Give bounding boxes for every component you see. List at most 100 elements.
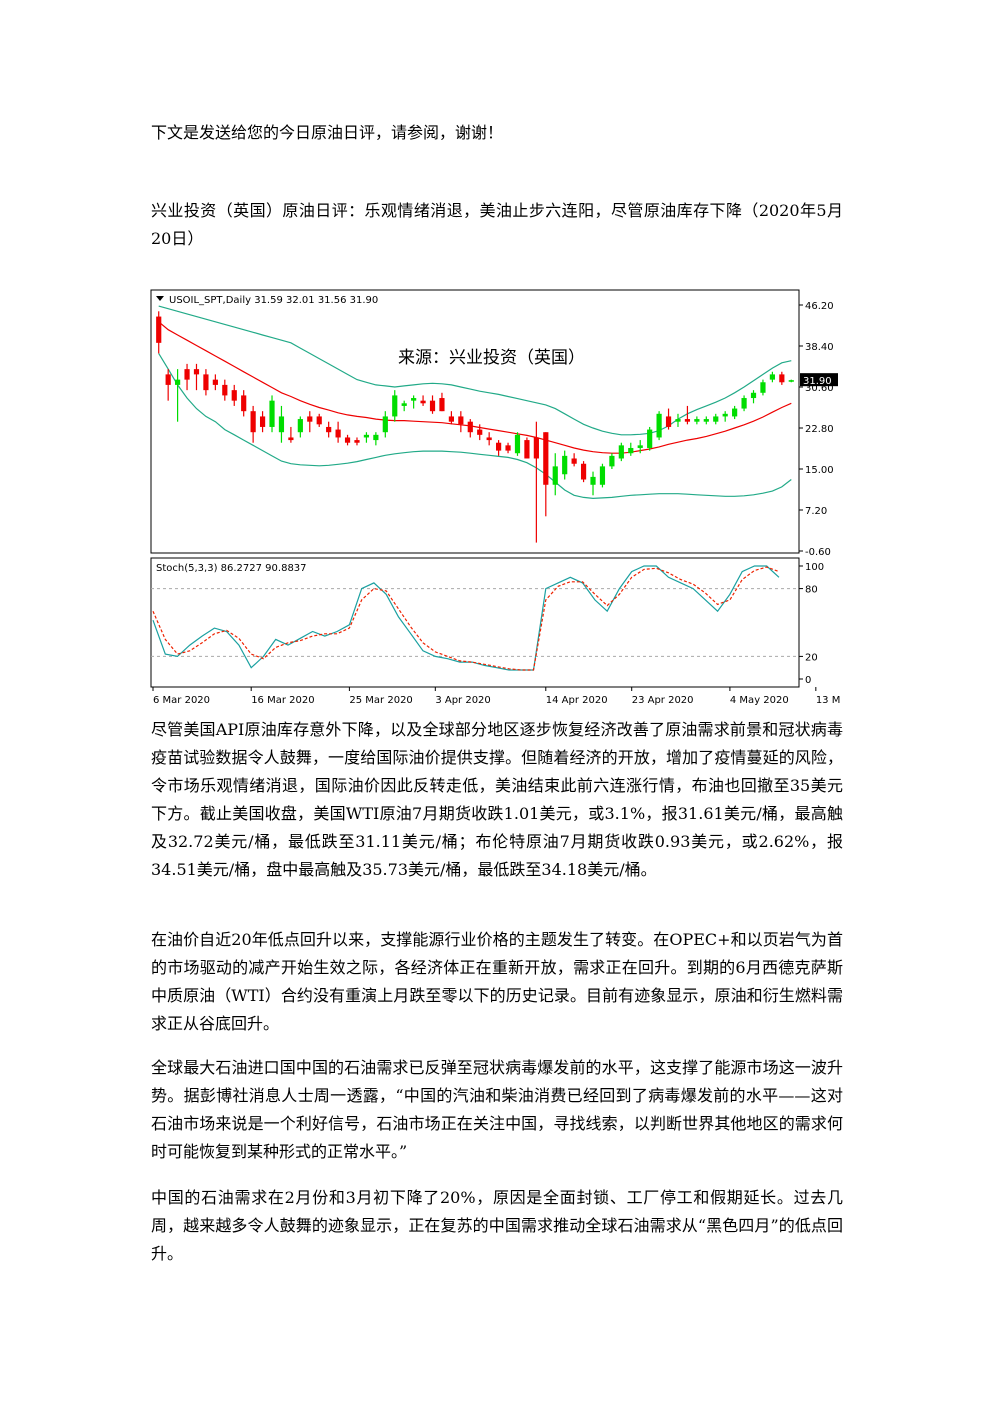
- paragraph-4: 中国的石油需求在2月份和3月初下降了20%，原因是全面封锁、工厂停工和假期延长。…: [151, 1188, 843, 1263]
- price-candle: [467, 419, 473, 438]
- chart-background: [148, 287, 840, 712]
- price-candle: [562, 450, 568, 480]
- price-header-text: USOIL_SPT,Daily 31.59 32.01 31.56 31.90: [169, 295, 378, 306]
- stochastic-panel: Stoch(5,3,3) 86.2727 90.8837 100 80 20 0: [150, 557, 824, 688]
- price-candle: [316, 413, 322, 427]
- price-candle: [684, 405, 691, 425]
- candle-body: [552, 466, 558, 485]
- candle-body: [580, 463, 587, 480]
- price-y-tick-label: 22.80: [805, 424, 834, 435]
- candle-body: [411, 398, 417, 401]
- date-axis-label: 25 Mar 2020: [349, 695, 412, 706]
- price-candle: [222, 379, 228, 401]
- chart-canvas: 46.20 38.40 30.60 22.80 15.00 7.20 -0.60 USOIL_…: [148, 287, 840, 712]
- price-candle: [156, 311, 162, 354]
- candle-body: [496, 442, 502, 451]
- price-candle: [354, 437, 360, 446]
- date-axis-label: 6 Mar 2020: [153, 695, 210, 706]
- stoch-y-tick-label: 80: [805, 585, 818, 596]
- paragraph-2: 在油价自近20年低点回升以来，支撑能源行业价格的主题发生了转变。在OPEC+和以…: [151, 930, 843, 1033]
- price-candle: [599, 463, 606, 488]
- candle-body: [505, 445, 511, 451]
- price-candle: [524, 437, 530, 459]
- candle-body: [788, 380, 794, 382]
- price-candle: [448, 411, 454, 425]
- greeting-line: 下文是发送给您的今日原油日评，请参阅，谢谢！: [151, 123, 504, 142]
- price-candle: [732, 405, 738, 420]
- price-candle: [590, 471, 596, 496]
- candle-body: [448, 416, 454, 422]
- candle-body: [599, 466, 606, 485]
- price-candle: [231, 384, 237, 406]
- price-candle: [505, 442, 511, 454]
- price-candle: [278, 405, 285, 443]
- stoch-panel-frame: [150, 557, 800, 688]
- candle-body: [335, 429, 341, 438]
- candle-body: [297, 419, 303, 433]
- price-candle: [439, 392, 445, 412]
- price-candle: [750, 390, 757, 404]
- price-candle: [288, 426, 294, 443]
- candle-body: [684, 419, 691, 422]
- last-price-marker: [800, 373, 838, 387]
- candle-body: [278, 416, 285, 433]
- price-candle: [486, 432, 492, 446]
- price-candle: [571, 453, 577, 467]
- candle-body: [618, 445, 624, 459]
- candle-body: [175, 379, 181, 385]
- candle-body: [156, 316, 162, 343]
- candle-body: [562, 455, 568, 475]
- price-candle: [269, 395, 275, 433]
- price-candle: [618, 442, 624, 462]
- candle-body: [477, 429, 483, 435]
- candle-body: [259, 416, 266, 427]
- date-axis-label: 4 May 2020: [730, 695, 789, 706]
- candle-body: [694, 419, 700, 422]
- paragraph-3: 全球最大石油进口国中国的石油需求已反弹至冠状病毒爆发前的水平，这支撑了能源市场这…: [151, 1058, 843, 1161]
- candle-body: [524, 440, 530, 459]
- candle-body: [647, 429, 653, 448]
- oil-price-chart: 46.20 38.40 30.60 22.80 15.00 7.20 -0.60 USOIL_…: [148, 287, 840, 712]
- price-candle: [373, 432, 379, 446]
- price-candle: [259, 411, 266, 433]
- price-candle: [722, 411, 728, 422]
- price-candle: [496, 440, 502, 456]
- candle-body: [458, 416, 464, 425]
- candle-body: [429, 400, 436, 412]
- candle-body: [514, 434, 521, 454]
- price-candle: [580, 461, 587, 483]
- price-y-tick-label: 30.60: [805, 383, 834, 394]
- stoch-d-line: [152, 566, 780, 671]
- price-candle: [363, 432, 370, 443]
- candle-body: [212, 379, 218, 385]
- candle-body: [373, 434, 379, 441]
- candle-body: [609, 455, 615, 467]
- stoch-y-tick-label: 20: [805, 652, 818, 663]
- price-candle: [250, 405, 256, 443]
- candle-body: [269, 400, 275, 427]
- price-panel-frame: [150, 289, 800, 554]
- stoch-header-text: Stoch(5,3,3) 86.2727 90.8837: [156, 563, 307, 574]
- candle-body: [590, 476, 596, 485]
- price-candle: [637, 440, 643, 454]
- date-axis-label: 16 Mar 2020: [251, 695, 314, 706]
- price-candle: [193, 363, 200, 391]
- candle-body: [316, 416, 322, 425]
- candle-body: [732, 408, 738, 417]
- price-candle: [411, 395, 417, 409]
- price-candle: [297, 416, 303, 438]
- candle-body: [486, 437, 492, 441]
- paragraph-1: 尽管美国API原油库存意外下降，以及全球部分地区逐步恢复经济改善了原油需求前景和…: [151, 720, 843, 879]
- price-candle: [420, 395, 426, 406]
- candle-body: [193, 369, 200, 375]
- candle-body: [241, 395, 247, 412]
- price-candle: [429, 395, 436, 414]
- source-watermark: 来源：兴业投资（英国）: [398, 348, 585, 368]
- price-candle: [533, 421, 539, 543]
- candle-body: [382, 416, 388, 433]
- price-candle: [382, 411, 388, 438]
- candle-body: [713, 416, 719, 422]
- price-candle: [675, 413, 681, 427]
- candle-body: [665, 416, 672, 427]
- candle-body: [222, 384, 228, 396]
